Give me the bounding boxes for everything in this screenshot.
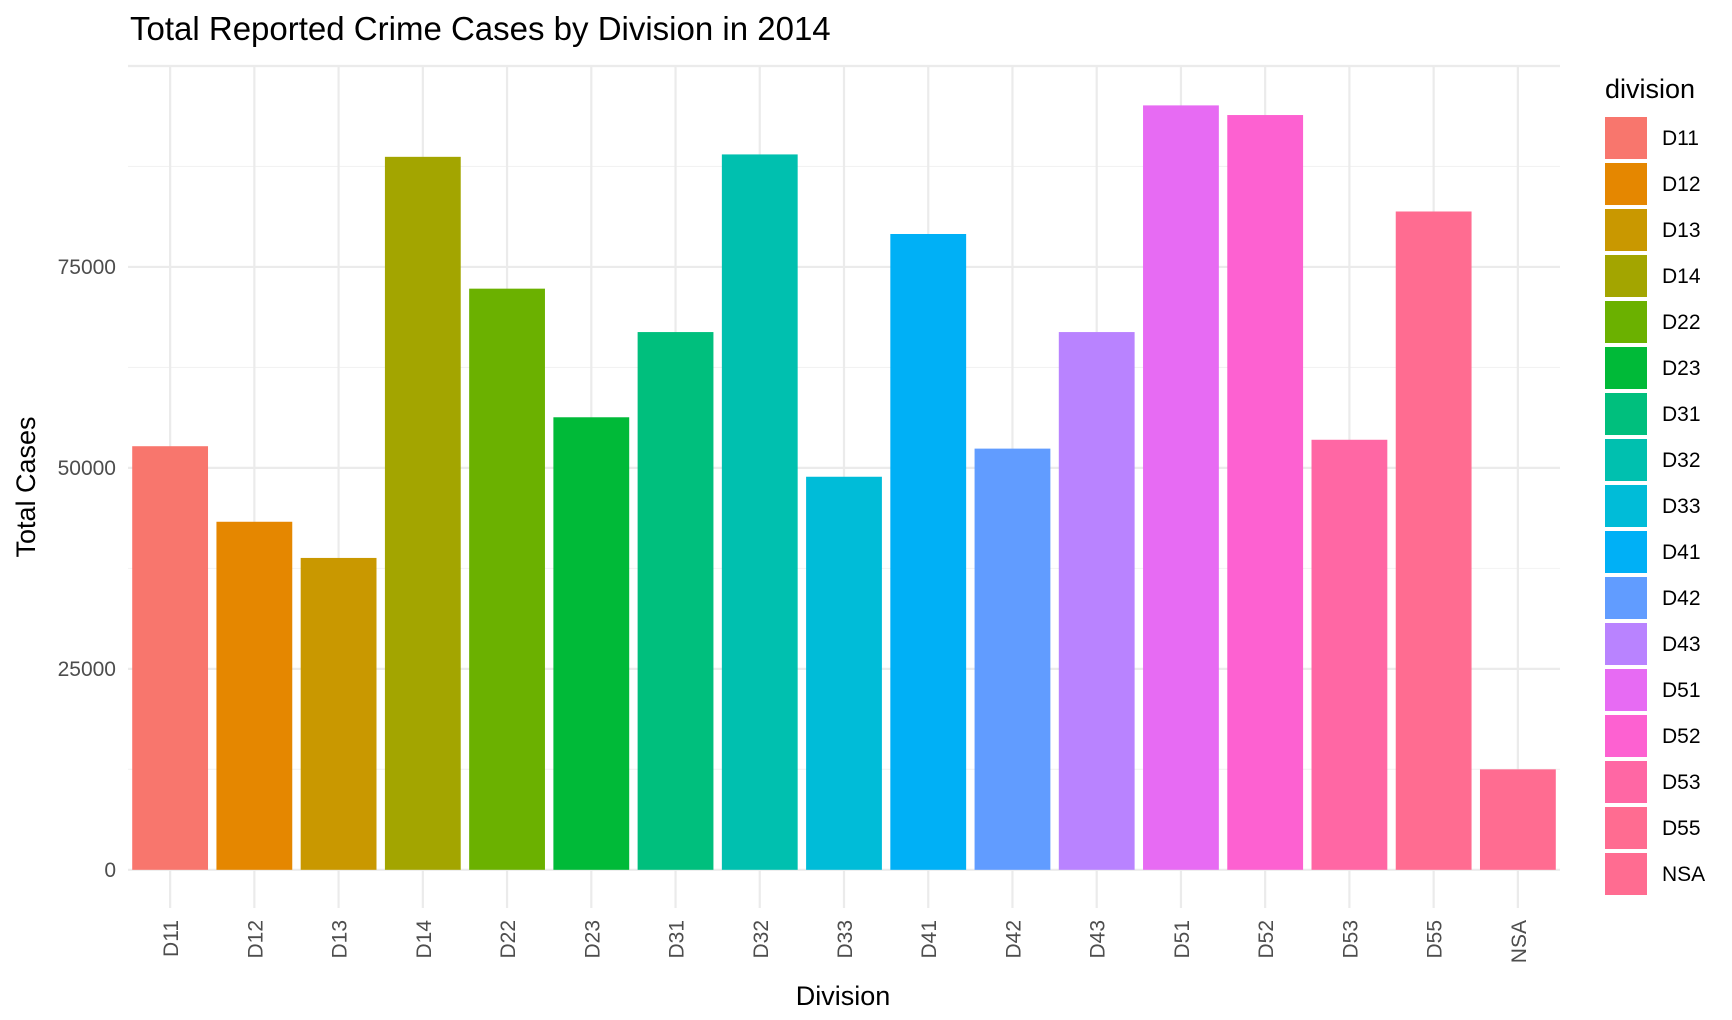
bar-d23 (553, 417, 630, 870)
legend-swatch-d33 (1605, 485, 1647, 527)
legend-swatch-d11 (1605, 117, 1647, 159)
x-tick-label: D22 (497, 920, 520, 959)
legend-label-d51: D51 (1662, 679, 1701, 702)
bar-d43 (1058, 332, 1135, 870)
y-tick-label: 25000 (58, 658, 116, 681)
bar-d51 (1143, 105, 1219, 870)
legend-swatch-nsa (1605, 853, 1647, 895)
chart-title: Total Reported Crime Cases by Division i… (130, 10, 831, 47)
legend-label-nsa: NSA (1662, 863, 1705, 886)
legend-label-d31: D31 (1662, 403, 1701, 426)
x-tick-label: D12 (244, 920, 267, 959)
bar-d31 (637, 332, 714, 870)
bar-d53 (1311, 439, 1388, 870)
x-axis-ticks: D11 D12 D13 D14 D22 D23 D31 D32 D33 D41 D42 D43 D51 D… (160, 920, 1531, 964)
bar-d33 (806, 476, 882, 870)
legend-items: D11 D12 D13 D14 D22 D23 D31 D32 D33 D41 D42 D43 D51 D… (1605, 117, 1705, 895)
legend-label-d55: D55 (1662, 817, 1701, 840)
legend-swatch-d22 (1605, 301, 1647, 343)
bar-d11 (132, 446, 209, 870)
legend-swatch-d31 (1605, 393, 1647, 435)
x-tick-label: D11 (160, 920, 183, 957)
x-tick-label: D42 (1002, 920, 1025, 959)
bar-d22 (469, 288, 545, 870)
legend-swatch-d14 (1605, 255, 1647, 297)
legend-label-d52: D52 (1662, 725, 1701, 748)
x-tick-label: D32 (750, 920, 773, 959)
legend-swatch-d23 (1605, 347, 1647, 389)
bar-d12 (216, 521, 293, 870)
x-tick-label: D51 (1171, 920, 1194, 959)
bar-d52 (1227, 115, 1304, 870)
legend-swatch-d52 (1605, 715, 1647, 757)
legend-title: division (1605, 74, 1695, 104)
y-axis-ticks: 0 25000 50000 75000 (58, 256, 116, 882)
legend-swatch-d42 (1605, 577, 1647, 619)
legend-label-d23: D23 (1662, 357, 1701, 380)
legend-label-d12: D12 (1662, 173, 1701, 196)
x-axis-title: Division (796, 981, 891, 1011)
y-axis-title: Total Cases (11, 416, 41, 557)
legend-label-d41: D41 (1662, 541, 1701, 564)
legend-label-d11: D11 (1662, 127, 1699, 150)
x-tick-label: D43 (1087, 920, 1110, 959)
x-tick-label: D53 (1339, 920, 1362, 959)
bars (132, 105, 1556, 870)
legend: division D11D12D13D14D22D23D31D32D33D41D… (1605, 74, 1705, 895)
bar-d42 (974, 448, 1051, 870)
legend-swatch-d53 (1605, 761, 1647, 803)
y-tick-label: 0 (104, 859, 116, 882)
legend-label-d14: D14 (1662, 265, 1701, 288)
bar-d14 (384, 156, 461, 870)
x-tick-label: D31 (666, 920, 689, 959)
bar-d13 (300, 557, 377, 870)
legend-swatch-d13 (1605, 209, 1647, 251)
legend-swatch-d51 (1605, 669, 1647, 711)
x-tick-label: D33 (834, 920, 857, 959)
y-tick-label: 75000 (58, 256, 116, 279)
legend-label-d43: D43 (1662, 633, 1701, 656)
x-tick-label: D41 (918, 920, 941, 959)
legend-label-d13: D13 (1662, 219, 1701, 242)
bar-d32 (721, 154, 798, 870)
legend-label-d53: D53 (1662, 771, 1701, 794)
x-tick-label: D55 (1424, 920, 1447, 959)
bar-d41 (890, 233, 967, 870)
x-tick-label: D23 (581, 920, 604, 959)
bar-nsa (1479, 769, 1556, 870)
legend-swatch-d32 (1605, 439, 1647, 481)
legend-label-d32: D32 (1662, 449, 1701, 472)
legend-swatch-d12 (1605, 163, 1647, 205)
x-tick-label: D13 (329, 920, 352, 959)
bar-d55 (1395, 211, 1472, 870)
legend-label-d33: D33 (1662, 495, 1701, 518)
x-tick-label: D14 (413, 920, 436, 959)
legend-swatch-d43 (1605, 623, 1647, 665)
y-tick-label: 50000 (58, 457, 116, 480)
legend-label-d22: D22 (1662, 311, 1701, 334)
legend-swatch-d55 (1605, 807, 1647, 849)
x-tick-label: NSA (1508, 920, 1531, 963)
legend-swatch-d41 (1605, 531, 1647, 573)
legend-label-d42: D42 (1662, 587, 1701, 610)
x-tick-label: D52 (1255, 920, 1278, 959)
